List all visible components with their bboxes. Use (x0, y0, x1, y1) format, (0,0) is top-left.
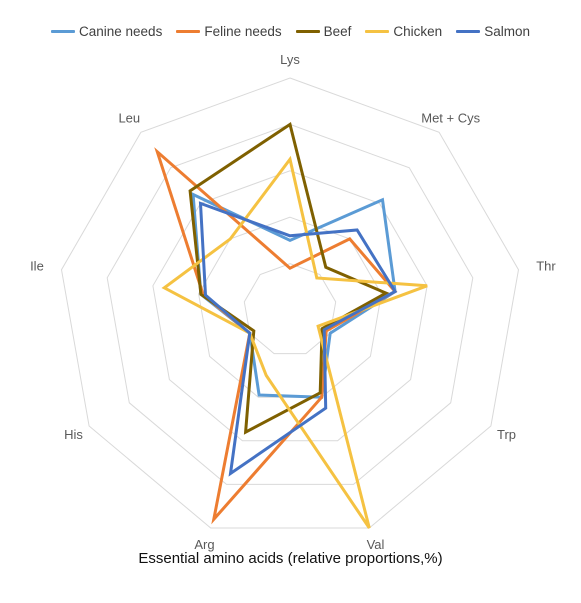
legend-swatch (51, 29, 75, 33)
series-line-beef (188, 121, 390, 435)
series-line-chicken (161, 155, 428, 529)
grid-ring (106, 123, 474, 485)
legend-item: Canine needs (51, 24, 162, 39)
radar-grid (60, 77, 520, 529)
axis-label: Lys (280, 52, 300, 67)
grid-ring (60, 77, 520, 529)
grid-ring (152, 170, 428, 442)
axis-labels: Lys Met + Cys Thr Trp Val Arg His Ile Leu (30, 52, 556, 552)
chart-title: Essential amino acids (relative proporti… (138, 550, 443, 567)
legend-swatch (365, 29, 390, 33)
legend-swatch (295, 29, 320, 33)
axis-label: Trp (497, 427, 516, 442)
axis-label: Val (367, 537, 385, 552)
series-line-canine-needs (191, 192, 397, 399)
series-line-feline-needs (154, 147, 398, 525)
legend-label: Feline needs (204, 23, 282, 39)
legend-label: Chicken (393, 23, 443, 39)
legend-item: Salmon (456, 24, 530, 39)
axis-label: Met + Cys (421, 111, 480, 126)
legend-item: Feline needs (176, 23, 282, 39)
axis-label: Arg (194, 537, 214, 552)
axis-label: Thr (536, 259, 556, 274)
axis-label: Leu (118, 111, 140, 126)
legend-swatch (456, 29, 481, 33)
legend-label: Canine needs (79, 23, 163, 39)
legend-item: Chicken (365, 24, 442, 39)
radar-series-layer (154, 121, 428, 529)
grid-ring (243, 263, 337, 355)
series-line-salmon (198, 201, 398, 477)
axis-label: His (64, 427, 83, 442)
chart-legend: Canine needs Feline needs Beef Chicken Salmo… (0, 20, 581, 42)
axis-label: Ile (30, 259, 44, 274)
legend-item: Beef (295, 23, 352, 39)
legend-label: Beef (323, 23, 352, 39)
legend-label: Salmon (484, 23, 530, 39)
legend-swatch (176, 29, 201, 33)
